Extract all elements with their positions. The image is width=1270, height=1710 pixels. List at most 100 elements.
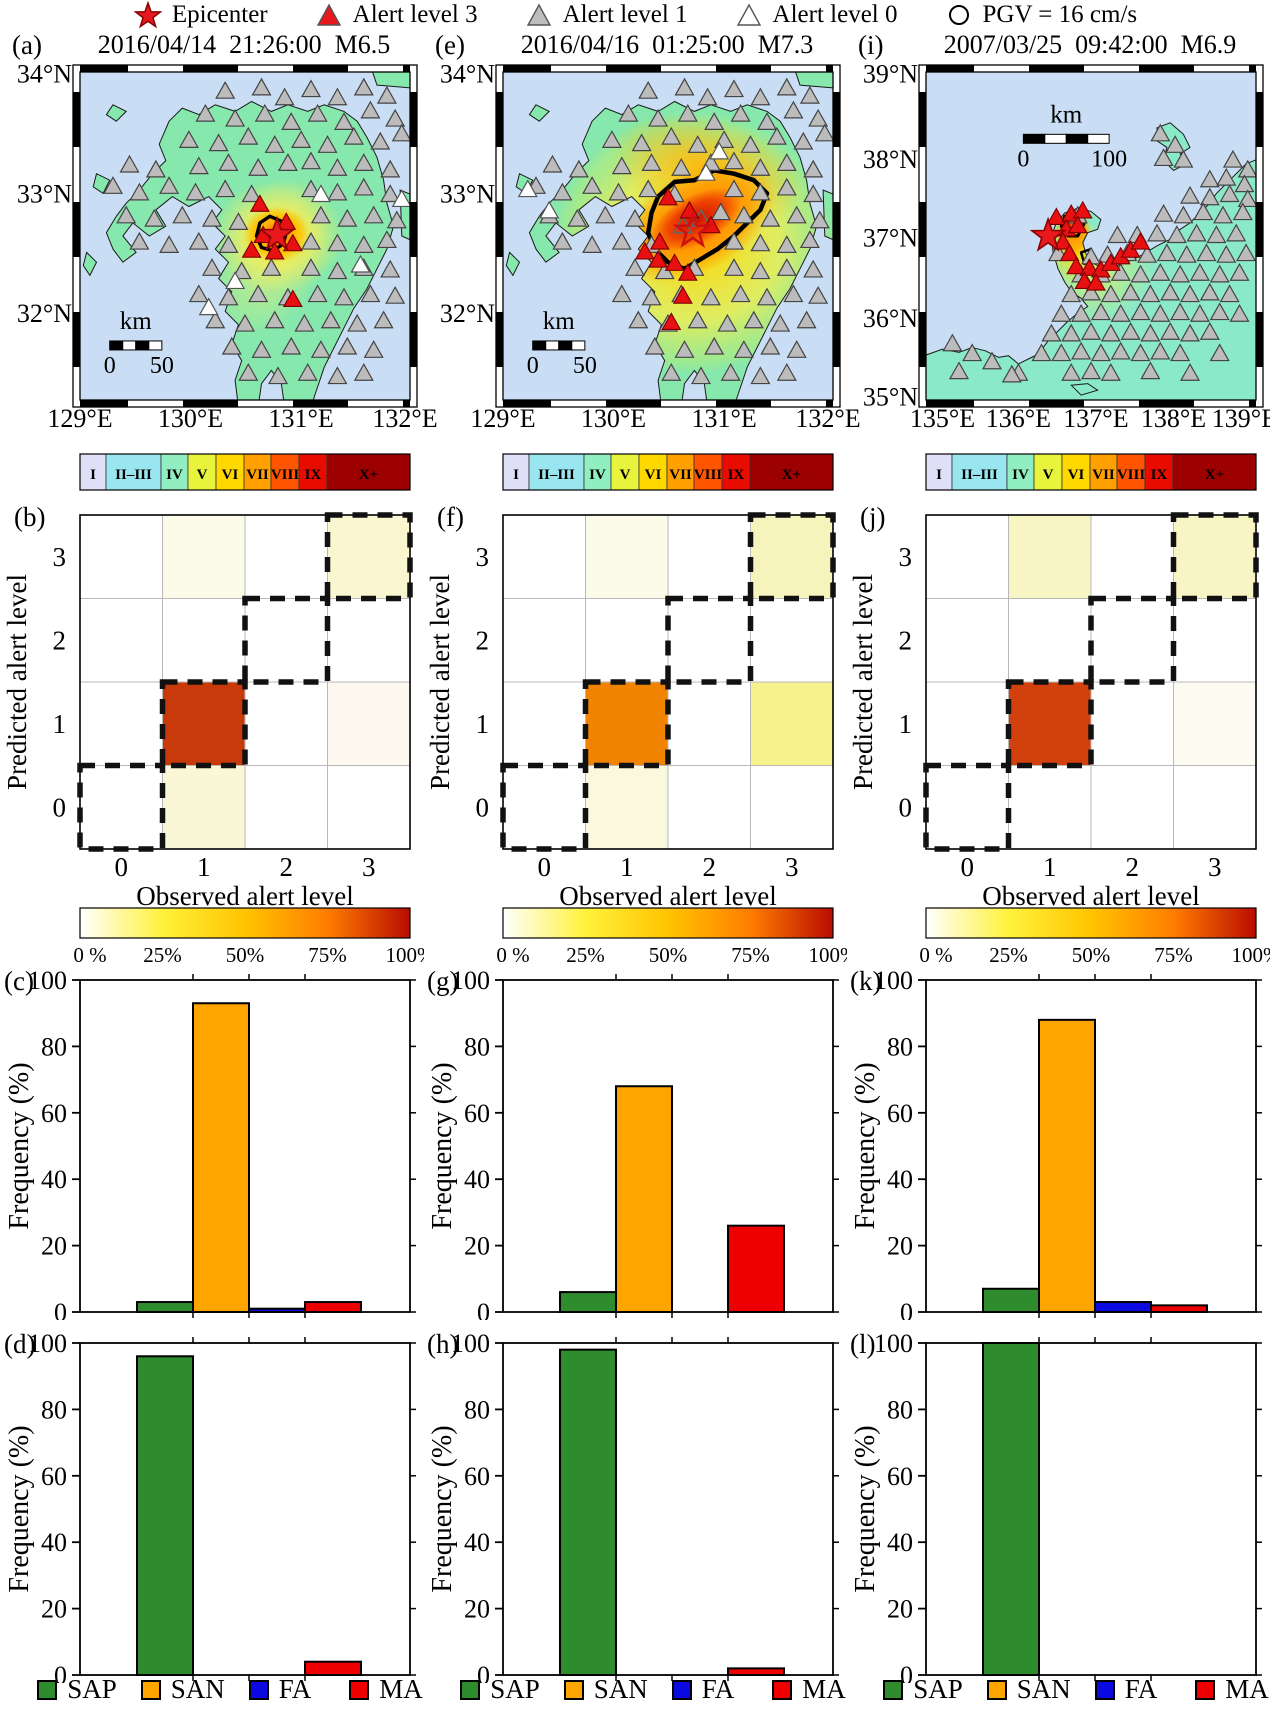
intensity-segment-label: IV <box>589 467 606 483</box>
station-alert1-triangle <box>1199 282 1220 301</box>
station-alert1-triangle <box>582 235 603 253</box>
matrix-y-label: Predicted alert level <box>848 574 878 790</box>
lon-tick-label: 130°E <box>580 404 647 433</box>
matrix-y-tick: 1 <box>53 709 67 739</box>
station-alert1-triangle <box>1140 361 1161 380</box>
station-alert3-triangle <box>672 286 693 304</box>
bar-legend-label: FA <box>278 1674 312 1704</box>
lon-tick-label: 132°E <box>372 404 438 433</box>
bar-legend-item: SAN <box>563 1674 648 1705</box>
intensity-segment-label: VI <box>222 467 239 483</box>
bar-legend-item: FA <box>248 1674 312 1705</box>
lon-tick-label: 135°E <box>909 404 976 433</box>
matrix-cell-obs1-pred1 <box>585 682 668 766</box>
station-alert1-triangle <box>172 205 193 224</box>
bar-legend-item: SAN <box>986 1674 1071 1705</box>
station-alert1-triangle <box>1199 169 1220 188</box>
station-alert3-triangle <box>664 253 685 271</box>
station-alert1-triangle <box>1120 322 1141 340</box>
bar-y-tick: 60 <box>887 1462 913 1491</box>
alert3-triangle-icon <box>316 3 341 26</box>
matrix-x-tick: 0 <box>961 852 975 882</box>
station-alert1-triangle <box>743 310 764 329</box>
bar-ma <box>1150 1304 1208 1313</box>
map-svg-i: km 0 100 39°N 38°N 37°N 36°N 35°N <box>863 60 1264 412</box>
lon-tick-label: 129°E <box>470 404 536 433</box>
station-alert1-triangle <box>808 108 829 127</box>
bar-y-tick: 40 <box>41 1165 67 1194</box>
lat-tick-label: 33°N <box>440 179 495 208</box>
bar-legend-item: SAN <box>140 1674 225 1705</box>
map-panel-e: km 0 50 34°N 33°N 32°N <box>423 60 847 419</box>
coastline <box>795 72 833 89</box>
matrix-cell-obs3-pred3 <box>327 515 410 599</box>
station-alert1-triangle <box>1150 303 1171 322</box>
bar-y-tick: 60 <box>41 1462 67 1491</box>
fa-swatch-icon <box>1094 1679 1115 1700</box>
bar-y-tick: 100 <box>451 966 490 995</box>
bar-legend-item: FA <box>1094 1674 1157 1705</box>
station-alert1-triangle <box>552 182 573 201</box>
station-alert1-triangle <box>218 235 239 253</box>
intensity-colorbar-a: I II–III IV V VI VII VIII IX X+ <box>0 452 424 503</box>
station-alert1-triangle <box>238 363 259 381</box>
station-alert1-triangle <box>1226 223 1247 242</box>
station-alert1-triangle <box>1120 282 1141 301</box>
station-alert1-triangle <box>1150 262 1171 281</box>
bar-legend-item: SAP <box>37 1674 117 1705</box>
matrix-x-label: Observed alert level <box>136 881 353 906</box>
station-alert1-triangle <box>1090 302 1111 321</box>
matrix-y-tick: 0 <box>53 792 67 822</box>
legend-item: PGV = 16 cm/s <box>944 1 1137 29</box>
lat-tick-label: 34°N <box>440 64 495 89</box>
bar-panel-c: 0 20 40 60 80 100 Frequency (%) <box>0 956 424 1327</box>
station-alert1-triangle <box>1186 223 1207 242</box>
lat-tick-label: 35°N <box>863 383 918 412</box>
station-alert3-triangle <box>661 312 682 330</box>
percent-tick-label: 25% <box>566 943 605 967</box>
coastline <box>505 251 521 277</box>
lat-tick-label: 38°N <box>863 145 918 174</box>
svg-text:100: 100 <box>1091 146 1127 172</box>
station-alert1-triangle <box>723 151 745 170</box>
station-alert1-triangle <box>567 208 588 227</box>
matrix-cell-obs3-pred1 <box>327 682 410 766</box>
station-alert1-triangle <box>1234 174 1255 193</box>
station-alert1-triangle <box>704 336 725 355</box>
station-alert1-triangle <box>353 153 374 171</box>
station-alert1-triangle <box>188 284 209 303</box>
bar-legend-label: MA <box>1225 1674 1269 1704</box>
station-alert1-triangle <box>380 184 401 203</box>
bar-y-tick: 0 <box>477 1298 490 1320</box>
bar-sap <box>136 1301 194 1314</box>
station-alert1-triangle <box>1165 135 1186 153</box>
station-alert3-triangle <box>282 233 303 252</box>
station-alert1-triangle <box>1061 363 1082 381</box>
station-alert1-triangle <box>786 340 807 358</box>
intensity-segment-label: II–III <box>538 467 575 483</box>
bar-svg-l: 0 20 40 60 80 100 Frequency (%) <box>850 1329 1262 1690</box>
lat-tick-label: 32°N <box>440 299 495 328</box>
station-alert1-triangle <box>942 333 963 352</box>
station-alert1-triangle <box>185 182 206 201</box>
percent-tick-label: 75% <box>1154 943 1193 967</box>
station-alert1-triangle <box>337 208 358 227</box>
station-alert1-triangle <box>327 158 348 176</box>
map-frame <box>495 64 841 408</box>
svg-text:km: km <box>543 308 576 335</box>
station-alert1-triangle <box>116 205 137 224</box>
station-alert1-triangle <box>1199 322 1220 340</box>
station-alert1-triangle <box>353 235 374 253</box>
station-alert1-triangle <box>783 284 804 303</box>
fa-swatch-icon <box>248 1679 269 1700</box>
station-alert1-triangle <box>218 153 239 171</box>
pgv-circle-icon <box>948 5 969 25</box>
map-scalebar: km0 50 <box>104 308 174 379</box>
station-alert3-triangle <box>649 231 670 250</box>
diagonal-dashed-box <box>500 762 589 852</box>
coastline <box>1070 383 1099 396</box>
matrix-y-label: Predicted alert level <box>425 574 455 790</box>
lon-tick-label: 132°E <box>795 404 861 433</box>
bar-y-tick: 80 <box>41 1032 67 1061</box>
